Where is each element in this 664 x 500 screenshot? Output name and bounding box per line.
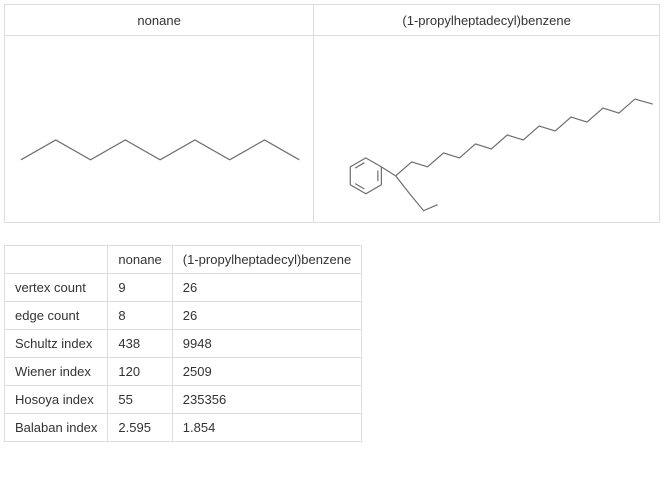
cell-value: 9948 <box>172 330 361 358</box>
struct-cell-phb <box>314 36 660 223</box>
cell-value: 2509 <box>172 358 361 386</box>
table-row: edge count 8 26 <box>5 302 362 330</box>
row-label: Wiener index <box>5 358 108 386</box>
struct-cell-nonane <box>5 36 314 223</box>
struct-header-nonane: nonane <box>5 5 314 36</box>
table-row: Hosoya index 55 235356 <box>5 386 362 414</box>
cell-value: 8 <box>108 302 172 330</box>
header-nonane: nonane <box>108 246 172 274</box>
cell-value: 120 <box>108 358 172 386</box>
cell-value: 9 <box>108 274 172 302</box>
cell-value: 438 <box>108 330 172 358</box>
table-row: Balaban index 2.595 1.854 <box>5 414 362 442</box>
table-row: vertex count 9 26 <box>5 274 362 302</box>
cell-value: 26 <box>172 274 361 302</box>
header-phb: (1-propylheptadecyl)benzene <box>172 246 361 274</box>
table-row: Schultz index 438 9948 <box>5 330 362 358</box>
row-label: Hosoya index <box>5 386 108 414</box>
row-label: Balaban index <box>5 414 108 442</box>
cell-value: 2.595 <box>108 414 172 442</box>
row-label: Schultz index <box>5 330 108 358</box>
header-blank <box>5 246 108 274</box>
struct-header-phb: (1-propylheptadecyl)benzene <box>314 5 660 36</box>
phb-structure <box>314 36 659 222</box>
indices-table: nonane (1-propylheptadecyl)benzene verte… <box>4 245 362 442</box>
row-label: edge count <box>5 302 108 330</box>
structures-table: nonane (1-propylheptadecyl)benzene <box>4 4 660 223</box>
cell-value: 235356 <box>172 386 361 414</box>
cell-value: 26 <box>172 302 361 330</box>
cell-value: 1.854 <box>172 414 361 442</box>
row-label: vertex count <box>5 274 108 302</box>
nonane-structure <box>5 36 313 222</box>
table-header-row: nonane (1-propylheptadecyl)benzene <box>5 246 362 274</box>
cell-value: 55 <box>108 386 172 414</box>
table-row: Wiener index 120 2509 <box>5 358 362 386</box>
